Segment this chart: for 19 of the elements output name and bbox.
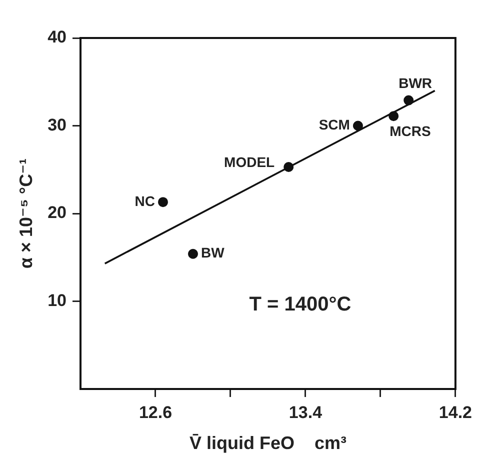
series-label: SCM bbox=[318, 116, 350, 133]
series-label: NC bbox=[134, 192, 155, 209]
x-tick-label: 13.4 bbox=[288, 402, 323, 422]
x-axis-title: V̄ liquid FeO cm³ bbox=[189, 433, 346, 454]
series-label: MCRS bbox=[390, 122, 431, 139]
y-tick-label: 10 bbox=[48, 290, 67, 310]
series-label: MODEL bbox=[224, 154, 276, 170]
point bbox=[188, 248, 198, 259]
series-label: BW bbox=[200, 244, 226, 261]
y-axis-title: α × 10⁻⁵ °C⁻¹ bbox=[16, 158, 36, 269]
y-tick-label: 30 bbox=[48, 115, 67, 134]
x-tick-label: 14.2 bbox=[438, 402, 472, 422]
y-tick-label: 40 bbox=[48, 28, 67, 47]
point bbox=[352, 120, 363, 131]
point bbox=[158, 197, 168, 208]
series-label: BWR bbox=[398, 75, 432, 92]
x-tick-label: 12.6 bbox=[138, 402, 172, 422]
y-tick-label: 20 bbox=[48, 203, 67, 222]
annotation: T = 1400°C bbox=[249, 293, 352, 316]
